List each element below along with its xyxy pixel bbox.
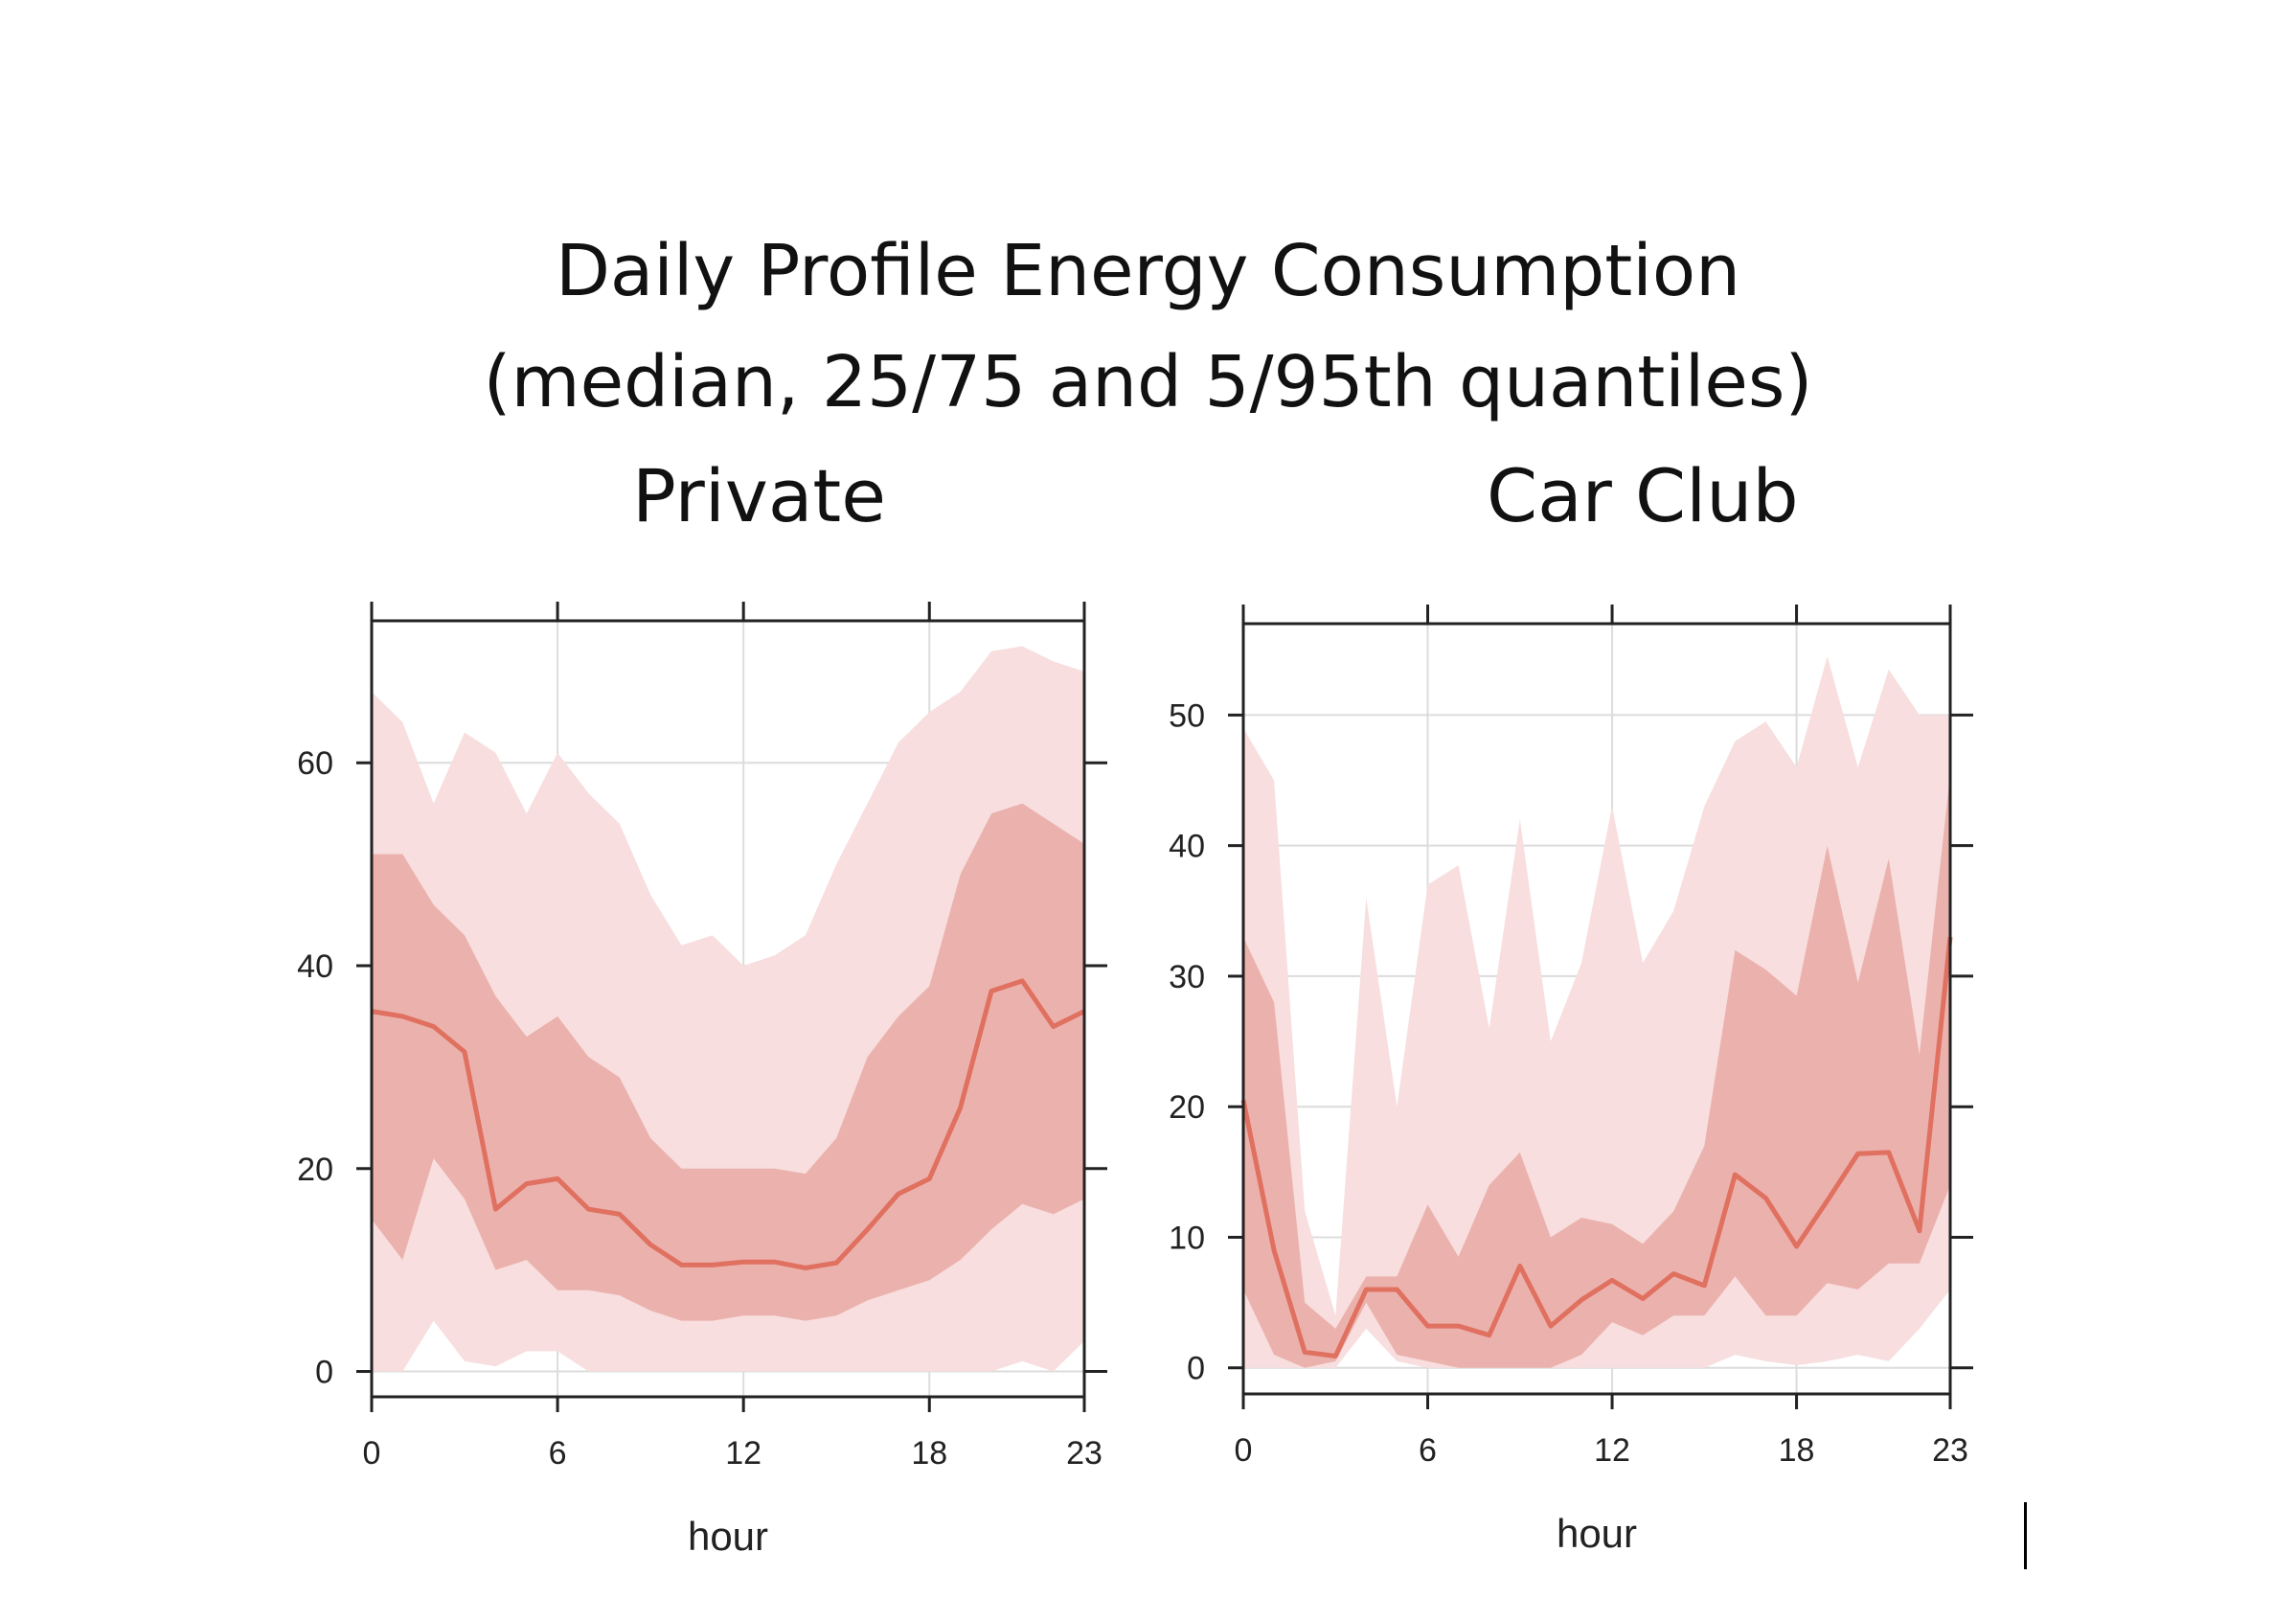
x-axis-title: hour (1557, 1511, 1637, 1556)
x-tick-label: 6 (549, 1435, 567, 1472)
y-tick-label: 30 (1169, 959, 1205, 995)
x-tick-label: 18 (911, 1435, 947, 1472)
y-tick-label: 10 (1169, 1220, 1205, 1256)
plot-frame (370, 619, 1086, 1399)
chart-panel-car-club: 0 6 12 18 23 0 10 20 30 40 50 hour (1169, 605, 1973, 1556)
x-tick-label: 0 (1235, 1432, 1253, 1469)
slide-title: Daily Profile Energy Consumption (median… (0, 216, 2296, 438)
x-tick-label: 0 (363, 1435, 381, 1472)
x-tick-label: 6 (1419, 1432, 1437, 1469)
x-tick-label: 12 (1594, 1432, 1630, 1469)
x-axis-title: hour (688, 1514, 768, 1559)
y-tick-label: 0 (315, 1355, 333, 1391)
median-line (1240, 936, 1953, 1358)
x-tick-label: 12 (725, 1435, 762, 1472)
plot-frame (1241, 622, 1952, 1396)
y-tick-label: 40 (1169, 829, 1205, 865)
chart-panel-private: 0 6 12 18 23 0 20 40 60 hour (297, 602, 1107, 1559)
y-tick-label: 20 (297, 1152, 333, 1188)
y-tick-label: 20 (1169, 1089, 1205, 1126)
x-tick-label: 18 (1779, 1432, 1815, 1469)
panel-title-car-club: Car Club (1487, 453, 1799, 538)
x-tick-label: 23 (1932, 1432, 1968, 1469)
slide-title-line-2: (median, 25/75 and 5/95th quantiles) (483, 341, 1813, 423)
median-line (371, 978, 1086, 1270)
band-25-75 (1243, 773, 1950, 1368)
text-cursor (2024, 1502, 2027, 1569)
x-tick-label: 23 (1066, 1435, 1103, 1472)
y-tick-label: 0 (1187, 1351, 1205, 1387)
y-tick-label: 40 (297, 948, 333, 985)
slide-title-line-1: Daily Profile Energy Consumption (555, 230, 1741, 312)
y-tick-label: 60 (297, 745, 333, 782)
panel-title-private: Private (632, 453, 886, 538)
y-tick-label: 50 (1169, 697, 1205, 734)
